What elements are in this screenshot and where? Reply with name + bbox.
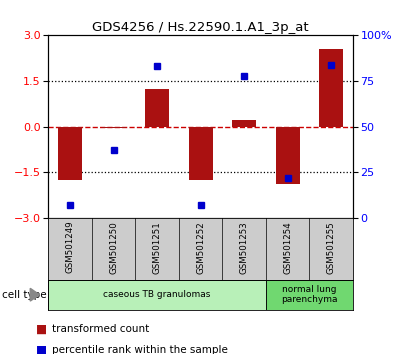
- Bar: [189, 127, 213, 180]
- Text: normal lung
parenchyma: normal lung parenchyma: [281, 285, 338, 304]
- Bar: [266, 280, 353, 310]
- Text: cell type: cell type: [2, 290, 47, 300]
- Text: ■: ■: [36, 344, 47, 354]
- Text: GSM501252: GSM501252: [196, 221, 205, 274]
- Bar: [232, 120, 256, 127]
- Text: GSM501251: GSM501251: [152, 221, 162, 274]
- Bar: [319, 49, 343, 127]
- Text: GSM501250: GSM501250: [109, 221, 118, 274]
- Bar: [102, 127, 126, 128]
- Bar: [276, 127, 299, 184]
- Text: GSM501249: GSM501249: [66, 221, 75, 273]
- Title: GDS4256 / Hs.22590.1.A1_3p_at: GDS4256 / Hs.22590.1.A1_3p_at: [92, 21, 309, 34]
- Text: transformed count: transformed count: [52, 324, 150, 334]
- Text: percentile rank within the sample: percentile rank within the sample: [52, 346, 228, 354]
- Bar: [48, 280, 266, 310]
- Text: GSM501253: GSM501253: [239, 221, 249, 274]
- Bar: [58, 127, 82, 180]
- Bar: [145, 88, 169, 127]
- Text: GSM501254: GSM501254: [283, 221, 292, 274]
- Text: ■: ■: [36, 323, 47, 336]
- Text: caseous TB granulomas: caseous TB granulomas: [103, 290, 211, 299]
- Text: GSM501255: GSM501255: [327, 221, 336, 274]
